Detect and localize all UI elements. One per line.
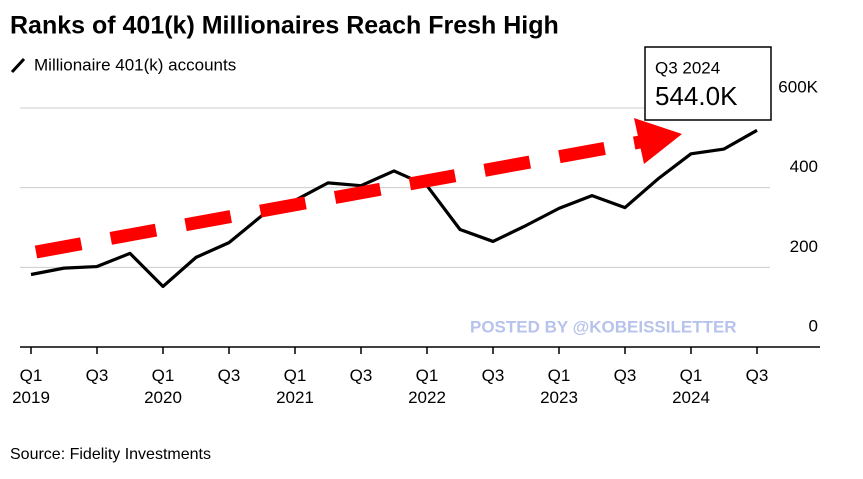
y-tick-label: 400 — [790, 157, 818, 176]
x-tick-label: Q3 — [482, 366, 505, 385]
watermark: POSTED BY @KOBEISSILETTER — [470, 317, 737, 336]
x-tick-label: Q1 2023 — [540, 366, 578, 407]
x-tick-label: Q1 2021 — [276, 366, 314, 407]
y-tick-label: 0 — [809, 316, 818, 335]
x-tick-label: Q1 2022 — [408, 366, 446, 407]
x-tick-label: Q1 2019 — [12, 366, 50, 407]
trend-arrow — [34, 118, 682, 259]
source: Source: Fidelity Investments — [10, 446, 211, 463]
chart-title: Ranks of 401(k) Millionaires Reach Fresh… — [10, 12, 559, 40]
callout: Q3 2024 544.0K — [644, 46, 772, 121]
callout-title: Q3 2024 — [655, 58, 720, 77]
x-tick-label: Q3 — [218, 366, 241, 385]
x-tick-label: Q3 — [614, 366, 637, 385]
arrow-head — [634, 118, 682, 164]
callout-box — [644, 46, 772, 121]
x-tick-label: Q1 2024 — [672, 366, 710, 407]
value-label: 544.0K — [655, 81, 738, 111]
series-line — [30, 128, 758, 289]
plot-area: 0 200 400 600K Q1 2019 Q3 Q1 2020 Q3 Q1 2021 Q3 Q1 202… — [12, 77, 820, 407]
x-tick-label: Q3 — [350, 366, 373, 385]
y-tick-label: 600K — [778, 77, 818, 96]
legend-icon — [10, 57, 26, 74]
x-tick-label: Q3 — [746, 366, 769, 385]
x-tick-label: Q1 2020 — [144, 366, 182, 407]
y-tick-label: 200 — [790, 237, 818, 256]
legend-label: Millionaire 401(k) accounts — [34, 55, 236, 74]
trend-line — [34, 135, 642, 259]
x-tick-label: Q3 — [86, 366, 109, 385]
